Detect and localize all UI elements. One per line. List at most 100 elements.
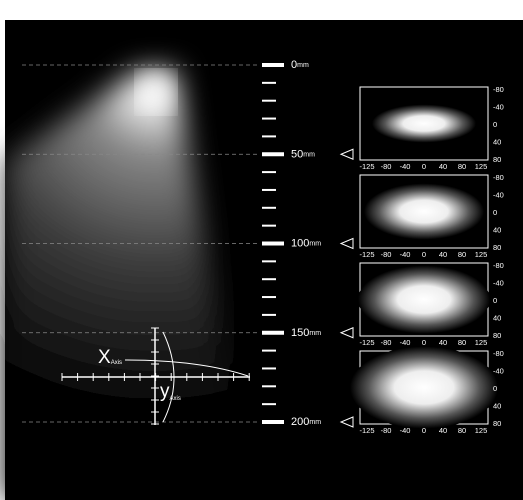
major-tick [262, 330, 284, 335]
y-axis-label: yAxis [160, 381, 181, 402]
scale-unit: mm [309, 419, 321, 426]
scale-unit: mm [303, 151, 315, 158]
major-tick [262, 152, 284, 157]
minor-tick [262, 296, 276, 299]
panel-y-label: 80 [493, 155, 501, 164]
minor-tick [262, 188, 276, 191]
panel-x-label: -125 [359, 162, 374, 171]
minor-tick [262, 385, 276, 388]
y-letter: y [160, 381, 170, 402]
panel-x-label: 125 [475, 250, 488, 259]
scale-value: 150 [291, 327, 309, 339]
pointer-arrow [339, 148, 354, 160]
panel-x-label: -40 [400, 426, 411, 435]
panel-x-label: -40 [400, 250, 411, 259]
panel-x-label: 0 [422, 426, 426, 435]
panel-x-label: -80 [381, 426, 392, 435]
panel-y-label: 80 [493, 243, 501, 252]
minor-tick [262, 260, 276, 263]
panel-x-label: -125 [359, 426, 374, 435]
panel-y-label: -80 [493, 261, 504, 270]
light-beam [5, 70, 250, 500]
scale-value: 0 [291, 59, 297, 71]
pointer-arrow [339, 237, 354, 250]
minor-tick [262, 367, 276, 370]
panel-y-label: 0 [493, 120, 497, 129]
x-sub: Axis [111, 360, 122, 366]
panel-x-label: 40 [439, 250, 447, 259]
panel-y-label: 40 [493, 225, 501, 234]
panel-y-label: 80 [493, 419, 501, 428]
minor-tick [262, 117, 276, 120]
minor-tick [262, 278, 276, 281]
y-sub: Axis [170, 396, 181, 402]
panel-y-label: -40 [493, 278, 504, 287]
minor-tick [262, 99, 276, 102]
panel-x-label: -80 [381, 250, 392, 259]
x-letter: X [98, 347, 111, 368]
minor-tick [262, 349, 276, 352]
major-tick [262, 241, 284, 246]
panel-x-label: -80 [381, 338, 392, 347]
panel-x-label: 125 [475, 162, 488, 171]
scale-label: 50mm [291, 148, 315, 160]
panel-x-label: -40 [400, 338, 411, 347]
panel-y-label: 80 [493, 331, 501, 340]
panel-y-label: -80 [493, 85, 504, 94]
panel-y-label: 0 [493, 384, 497, 393]
scale-unit: mm [309, 330, 321, 337]
panel-y-label: 40 [493, 137, 501, 146]
beam-spot [350, 346, 498, 429]
scale-value: 50 [291, 148, 303, 160]
panel-y-label: 0 [493, 296, 497, 305]
scale-unit: mm [309, 240, 321, 247]
panel-y-label: -40 [493, 190, 504, 199]
beam-spot [364, 183, 484, 240]
panel-x-label: 40 [439, 162, 447, 171]
pointer-arrow [339, 327, 354, 339]
scale-value: 100 [291, 237, 309, 249]
panel-y-label: -40 [493, 366, 504, 375]
scale-label: 0mm [291, 59, 309, 71]
panel-y-label: -40 [493, 102, 504, 111]
major-tick [262, 420, 284, 424]
panel-x-label: 80 [458, 162, 466, 171]
panel-x-label: 125 [475, 338, 488, 347]
minor-tick [262, 171, 276, 174]
scale-label: 150mm [291, 327, 321, 339]
light-source [138, 72, 174, 112]
minor-tick [262, 206, 276, 209]
minor-tick [262, 224, 276, 227]
panel-x-label: -40 [400, 162, 411, 171]
minor-tick [262, 313, 276, 316]
scale-label: 100mm [291, 237, 321, 249]
panel-x-label: 0 [422, 250, 426, 259]
panel-y-label: -80 [493, 173, 504, 182]
panel-x-label: 80 [458, 426, 466, 435]
panel-x-label: 80 [458, 250, 466, 259]
scale-label: 200mm [291, 416, 321, 428]
beam-spot [358, 265, 490, 334]
y-axis-arc [162, 331, 175, 423]
panel-x-label: 125 [475, 426, 488, 435]
x-axis-label: XAxis [98, 347, 122, 368]
scale-value: 200 [291, 416, 309, 428]
panel-y-label: -80 [493, 349, 504, 358]
panel-x-label: -125 [359, 338, 374, 347]
minor-tick [262, 135, 276, 138]
x-axis-arc [124, 359, 249, 377]
panel-x-label: 0 [422, 338, 426, 347]
panel-x-label: 80 [458, 338, 466, 347]
panel-x-label: 40 [439, 338, 447, 347]
panel-y-label: 40 [493, 401, 501, 410]
panel-x-label: -125 [359, 250, 374, 259]
major-tick [262, 63, 284, 67]
panel-x-label: -80 [381, 162, 392, 171]
panel-y-label: 0 [493, 208, 497, 217]
scale-unit: mm [297, 62, 309, 69]
minor-tick [262, 81, 276, 84]
pointer-arrow [339, 416, 354, 428]
